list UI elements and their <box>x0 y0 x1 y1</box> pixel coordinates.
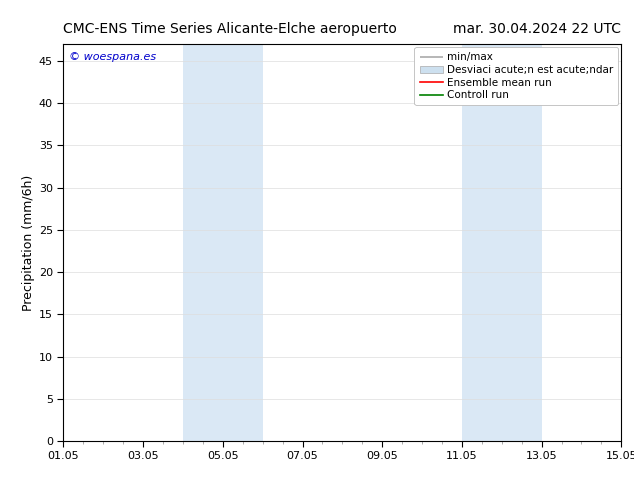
Text: CMC-ENS Time Series Alicante-Elche aeropuerto: CMC-ENS Time Series Alicante-Elche aerop… <box>63 22 398 36</box>
Bar <box>183 44 262 441</box>
Bar <box>462 44 541 441</box>
Title: CMC-ENS Time Series Alicante-Elche aeropuerto        mar. 30.04.2024 22 UTC: CMC-ENS Time Series Alicante-Elche aerop… <box>0 489 1 490</box>
Y-axis label: Precipitation (mm/6h): Precipitation (mm/6h) <box>22 174 35 311</box>
Text: mar. 30.04.2024 22 UTC: mar. 30.04.2024 22 UTC <box>453 22 621 36</box>
Legend: min/max, Desviaci acute;n est acute;ndar, Ensemble mean run, Controll run: min/max, Desviaci acute;n est acute;ndar… <box>415 47 618 105</box>
Text: © woespana.es: © woespana.es <box>69 52 156 62</box>
